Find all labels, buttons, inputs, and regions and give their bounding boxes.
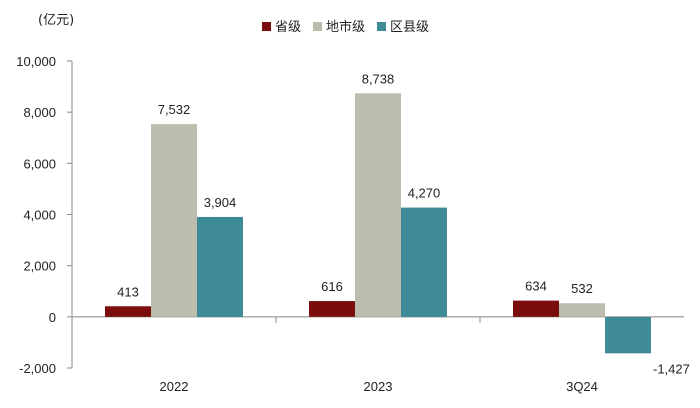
data-label: 616 bbox=[321, 279, 343, 294]
bar bbox=[559, 303, 605, 317]
bar bbox=[513, 300, 559, 317]
legend-label: 区县级 bbox=[390, 20, 429, 35]
y-tick-label: 10,000 bbox=[16, 54, 56, 69]
legend: 省级 地市级 区县级 bbox=[262, 19, 429, 35]
data-label: 413 bbox=[117, 284, 139, 299]
data-label: 634 bbox=[525, 279, 547, 294]
y-tick-label: 6,000 bbox=[23, 156, 56, 171]
x-category-label: 2022 bbox=[160, 379, 189, 394]
legend-swatch bbox=[262, 22, 271, 31]
y-tick-label: 2,000 bbox=[23, 259, 56, 274]
data-label: 8,738 bbox=[362, 71, 395, 86]
y-tick-label: -2,000 bbox=[19, 361, 56, 376]
legend-label: 地市级 bbox=[326, 19, 365, 35]
data-label: 4,270 bbox=[408, 186, 441, 201]
data-label: 3,904 bbox=[204, 195, 237, 210]
data-label: 7,532 bbox=[158, 102, 191, 117]
y-tick-label: 0 bbox=[49, 310, 56, 325]
y-tick-label: 4,000 bbox=[23, 208, 56, 223]
bars bbox=[105, 93, 651, 354]
unit-label: (亿元) bbox=[38, 13, 74, 28]
bar bbox=[105, 306, 151, 317]
bar bbox=[197, 216, 243, 317]
bar bbox=[605, 316, 651, 354]
data-labels: 413 616 634 7,532 8,738 532 3,904 4,270 -1,427 bbox=[117, 71, 690, 376]
legend-swatch bbox=[377, 22, 386, 31]
x-category-label: 2023 bbox=[364, 379, 393, 394]
axes: -2,000 0 2,000 4,000 6,000 8,000 10,000 2022 202… bbox=[16, 54, 684, 394]
legend-swatch bbox=[313, 22, 322, 31]
y-tick-label: 8,000 bbox=[23, 105, 56, 120]
bar bbox=[355, 93, 401, 317]
x-category-label: 3Q24 bbox=[566, 379, 598, 394]
legend-label: 省级 bbox=[275, 20, 301, 35]
bar bbox=[151, 124, 197, 317]
data-label: 532 bbox=[571, 281, 593, 296]
data-label: -1,427 bbox=[653, 361, 690, 376]
bar bbox=[309, 301, 355, 317]
bar bbox=[401, 207, 447, 317]
